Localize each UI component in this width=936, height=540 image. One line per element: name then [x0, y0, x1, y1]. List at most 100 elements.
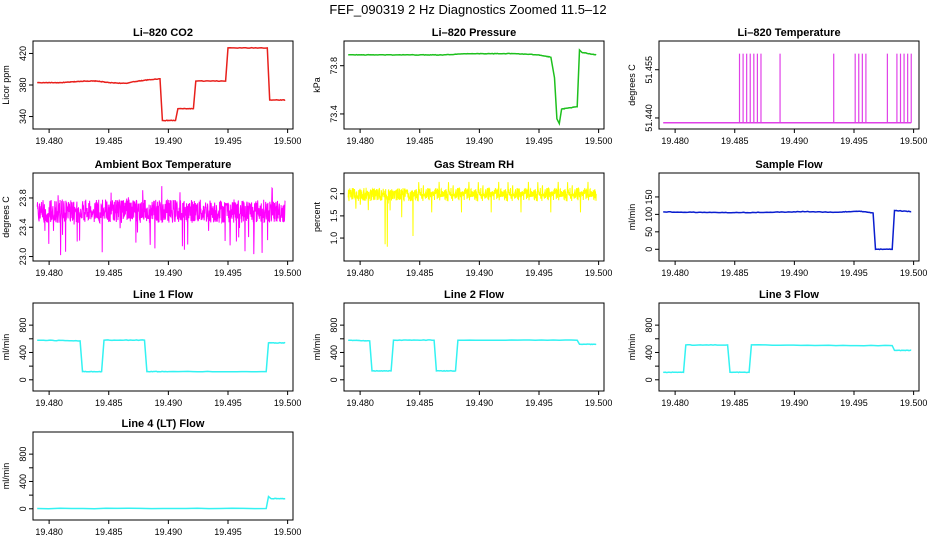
y-axis-label: Licor ppm [1, 65, 11, 105]
panel-title: Li–820 Pressure [432, 27, 516, 39]
y-tick-label: 51.440 [644, 104, 654, 132]
y-tick-label: 420 [18, 46, 28, 61]
x-tick-label: 19.490 [155, 268, 183, 278]
plot-frame [32, 172, 294, 262]
x-tick-label: 19.485 [721, 268, 749, 278]
x-tick-label: 19.500 [900, 136, 928, 146]
y-tick-label: 73.8 [329, 57, 339, 75]
series-line [348, 339, 597, 372]
panel-3: Li–820 Temperature 19.480 19.485 19.490 19.4… [627, 27, 927, 146]
panel-6: Sample Flow 19.480 19.485 19.490 19.495 19.50… [627, 159, 927, 278]
panel-title: Ambient Box Temperature [95, 159, 232, 171]
x-tick-label: 19.480 [346, 136, 374, 146]
x-tick-label: 19.495 [840, 268, 868, 278]
y-tick-label: 800 [329, 318, 339, 333]
y-axis-label: ml/min [312, 334, 322, 361]
x-tick-label: 19.485 [721, 136, 749, 146]
x-tick-label: 19.485 [95, 136, 123, 146]
x-tick-label: 19.500 [585, 268, 613, 278]
panel-5: Gas Stream RH 19.480 19.485 19.490 19.495 19.… [312, 159, 612, 278]
x-tick-label: 19.485 [95, 268, 123, 278]
x-tick-label: 19.490 [781, 136, 809, 146]
x-tick-label: 19.480 [35, 527, 63, 537]
plot-frame [343, 172, 605, 262]
y-tick-label: 400 [329, 345, 339, 360]
y-axis-label: kPa [312, 77, 322, 93]
y-tick-label: 2.0 [329, 187, 339, 200]
y-axis-label: ml/min [1, 334, 11, 361]
page-title: FEF_090319 2 Hz Diagnostics Zoomed 11.5–… [329, 2, 607, 17]
y-axis-label: ml/min [627, 204, 637, 231]
series-line [37, 339, 286, 373]
y-tick-label: 0 [644, 247, 654, 252]
panel-title: Sample Flow [755, 159, 823, 171]
panel-1: Li–820 CO2 19.480 19.485 19.490 19.495 19.500… [1, 27, 301, 146]
x-tick-label: 19.480 [35, 136, 63, 146]
panel-title: Line 2 Flow [444, 289, 504, 301]
x-tick-label: 19.500 [900, 398, 928, 408]
plot-frame [32, 431, 294, 521]
y-tick-label: 100 [644, 207, 654, 222]
y-tick-label: 400 [644, 345, 654, 360]
x-tick-label: 19.485 [95, 527, 123, 537]
y-tick-label: 0 [18, 506, 28, 511]
y-tick-label: 73.4 [329, 105, 339, 123]
plot-frame [343, 302, 605, 392]
plot-frame [658, 40, 920, 130]
y-tick-label: 23.4 [18, 218, 28, 236]
y-tick-label: 800 [644, 318, 654, 333]
x-tick-label: 19.500 [274, 527, 302, 537]
x-tick-label: 19.490 [466, 398, 494, 408]
x-tick-label: 19.495 [840, 398, 868, 408]
x-tick-label: 19.495 [214, 527, 242, 537]
y-axis-label: ml/min [627, 334, 637, 361]
plot-frame [343, 40, 605, 130]
series-line [663, 209, 912, 251]
panel-title: Line 1 Flow [133, 289, 193, 301]
y-axis-label: ml/min [1, 463, 11, 490]
y-tick-label: 1.5 [329, 210, 339, 223]
y-tick-label: 0 [18, 377, 28, 382]
y-tick-label: 1.0 [329, 232, 339, 245]
series-noise-line [36, 186, 286, 256]
x-tick-label: 19.495 [214, 136, 242, 146]
plot-frame [658, 172, 920, 262]
y-tick-label: 50 [644, 227, 654, 237]
x-tick-label: 19.480 [35, 268, 63, 278]
x-tick-label: 19.485 [406, 268, 434, 278]
series-line [348, 48, 597, 127]
x-tick-label: 19.500 [900, 268, 928, 278]
x-tick-label: 19.490 [155, 527, 183, 537]
x-tick-label: 19.495 [525, 268, 553, 278]
x-tick-label: 19.500 [274, 268, 302, 278]
series-noise-line [347, 181, 597, 247]
x-tick-label: 19.480 [661, 268, 689, 278]
y-tick-label: 51.455 [644, 56, 654, 84]
y-tick-label: 340 [18, 109, 28, 124]
x-tick-label: 19.495 [840, 136, 868, 146]
panel-title: Gas Stream RH [434, 159, 514, 171]
x-tick-label: 19.480 [346, 398, 374, 408]
panel-title: Line 3 Flow [759, 289, 819, 301]
panel-9: Line 3 Flow 19.480 19.485 19.490 19.495 19.50… [627, 289, 927, 408]
x-tick-label: 19.500 [274, 398, 302, 408]
y-tick-label: 800 [18, 318, 28, 333]
plot-frame [32, 40, 294, 130]
y-axis-label: degrees C [1, 196, 11, 238]
x-tick-label: 19.490 [781, 268, 809, 278]
x-tick-label: 19.490 [466, 268, 494, 278]
y-tick-label: 150 [644, 189, 654, 204]
x-tick-label: 19.485 [406, 136, 434, 146]
panel-title: Line 4 (LT) Flow [122, 418, 205, 430]
y-tick-label: 23.8 [18, 189, 28, 207]
x-tick-label: 19.500 [274, 136, 302, 146]
y-axis-label: degrees C [627, 64, 637, 106]
x-tick-label: 19.490 [781, 398, 809, 408]
panel-2: Li–820 Pressure 19.480 19.485 19.490 19.495 1… [312, 27, 612, 146]
x-tick-label: 19.500 [585, 136, 613, 146]
x-tick-label: 19.480 [35, 398, 63, 408]
panel-8: Line 2 Flow 19.480 19.485 19.490 19.495 19.50… [312, 289, 612, 408]
x-tick-label: 19.500 [585, 398, 613, 408]
x-tick-label: 19.495 [525, 136, 553, 146]
plot-frame [32, 302, 294, 392]
